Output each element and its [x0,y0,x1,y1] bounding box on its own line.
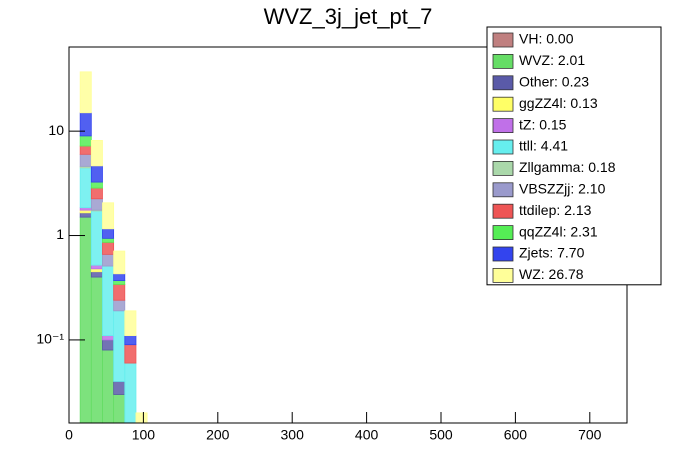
legend-swatch [492,182,514,198]
bar-segment [102,335,115,341]
bar-segment [135,412,148,423]
x-tick-label: 700 [578,427,602,443]
x-tick-label: 0 [65,427,73,443]
legend-label: VH: 0.00 [519,31,574,47]
bar-segment [124,344,137,364]
legend-swatch [492,203,514,219]
bar-segment [113,284,126,301]
bar-segment [102,202,115,230]
bar-segment [90,264,103,270]
x-tick-label: 400 [355,427,379,443]
bar-segment [102,349,115,423]
legend-swatch [492,75,514,91]
legend-swatch [492,267,514,283]
bar-segment [90,140,103,167]
bar-segment [102,237,115,243]
bar-segment [79,135,92,147]
bar-segment [124,335,137,346]
bar-segment [113,310,126,382]
legend-label: Zjets: 7.70 [519,245,585,261]
legend-swatch [492,225,514,241]
x-tick-label: 300 [281,427,305,443]
bar-segment [113,280,126,285]
legend-label: qqZZ4l: 2.31 [519,223,598,239]
bar-segment [90,187,103,200]
legend-label: Zllgamma: 0.18 [519,159,616,175]
legend-label: WVZ: 2.01 [519,52,585,68]
legend-label: ttdilep: 2.13 [519,202,592,218]
bar-segment [79,167,92,209]
bar-segment [79,216,92,423]
x-tick-label: 200 [206,427,230,443]
bar-segment [90,198,103,211]
y-tick-label: 10 [48,122,64,138]
bar-segment [90,210,103,266]
bar-segment [124,362,137,423]
legend-swatch [492,32,514,48]
bar-segment [124,310,137,337]
bar-segment [102,241,115,255]
bar-segment [102,265,115,337]
bar-segment [79,212,92,218]
bar-segment [113,299,126,312]
legend-swatch [492,96,514,112]
bar-segment [102,339,115,351]
legend-label: ggZZ4l: 0.13 [519,95,598,111]
bar-segment [79,153,92,167]
bar-segment [113,273,126,282]
legend-label: tZ: 0.15 [519,116,567,132]
legend-swatch [492,246,514,262]
bar-segment [79,112,92,137]
bar-segment [90,181,103,189]
bar-segment [113,394,126,423]
bar-segment [102,228,115,239]
legend-swatch [492,139,514,155]
legend-label: ttll: 4.41 [519,138,568,154]
y-tick-label: 10⁻¹ [36,331,64,347]
chart-title: WVZ_3j_jet_pt_7 [264,4,433,29]
plot-area [79,71,148,423]
bar-segment [90,276,103,423]
x-tick-label: 500 [429,427,453,443]
legend-label: WZ: 26.78 [519,266,584,282]
legend-box [486,26,662,286]
bar-segment [113,250,126,275]
x-tick-label: 100 [132,427,156,443]
bar-segment [90,271,103,278]
bar-segment [102,253,115,267]
y-tick-label: 1 [56,226,64,242]
bar-segment [90,268,103,273]
bar-segment [79,71,92,114]
legend-swatch [492,54,514,69]
legend-label: Other: 0.23 [519,74,589,90]
legend-label: VBSZZjj: 2.10 [519,181,606,197]
legend-swatch [492,118,514,133]
legend-swatch [492,160,514,176]
bar-segment [79,145,92,155]
x-tick-label: 600 [504,427,528,443]
bar-segment [113,381,126,395]
bar-segment [90,165,103,183]
bar-segment [79,209,92,214]
